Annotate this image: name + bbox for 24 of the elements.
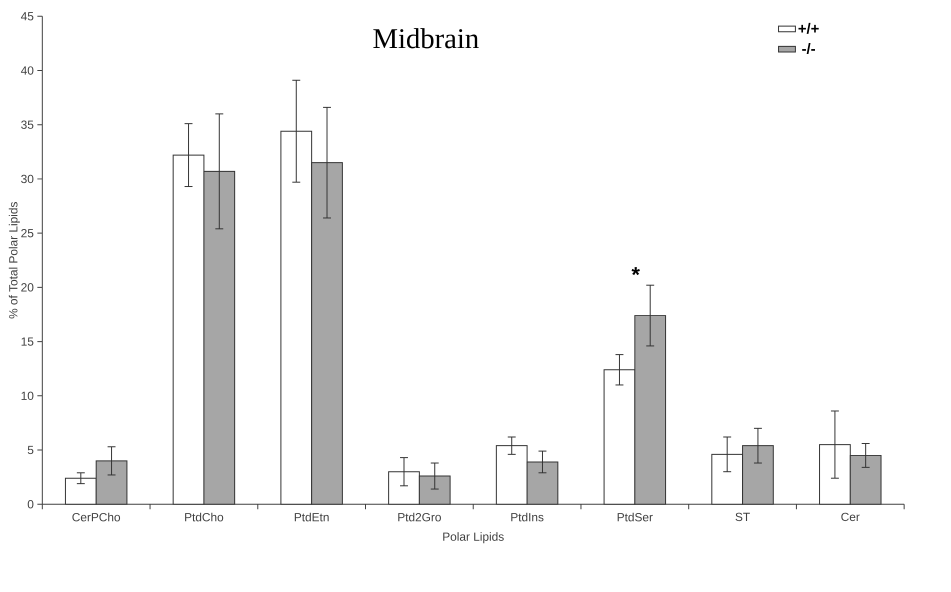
x-tick-label: ST (736, 512, 750, 522)
y-tick-label: 45 (20, 12, 34, 20)
y-tick-label: 20 (21, 283, 34, 292)
annotation: * (632, 267, 640, 276)
x-tick-label: PtdSer (618, 512, 653, 522)
y-axis-title: % of Total Polar Lipids (8, 202, 20, 318)
y-tick-label: 35 (21, 120, 34, 129)
x-tick-label: CerPCho (72, 512, 120, 522)
y-tick-label: 5 (28, 446, 34, 454)
x-tick-label: Cer (841, 512, 860, 522)
chart-title: Midbrain (373, 28, 479, 48)
legend-label: -/- (802, 42, 815, 54)
y-tick-label: 25 (21, 228, 34, 238)
y-tick-label: 15 (22, 337, 34, 346)
y-tick-label: 0 (28, 500, 34, 508)
x-axis-title: Polar Lipids (443, 532, 504, 544)
x-tick-label: PtdCho (185, 512, 224, 522)
x-tick-label: Ptd2Gro (398, 512, 441, 522)
legend-label: +/+ (798, 22, 819, 34)
x-tick-label: PtdEtn (294, 512, 329, 522)
y-tick-label: 10 (22, 392, 34, 400)
y-tick-label: 40 (20, 66, 34, 75)
x-tick-label: PtdIns (511, 512, 544, 522)
y-tick-label: 30 (21, 174, 34, 184)
